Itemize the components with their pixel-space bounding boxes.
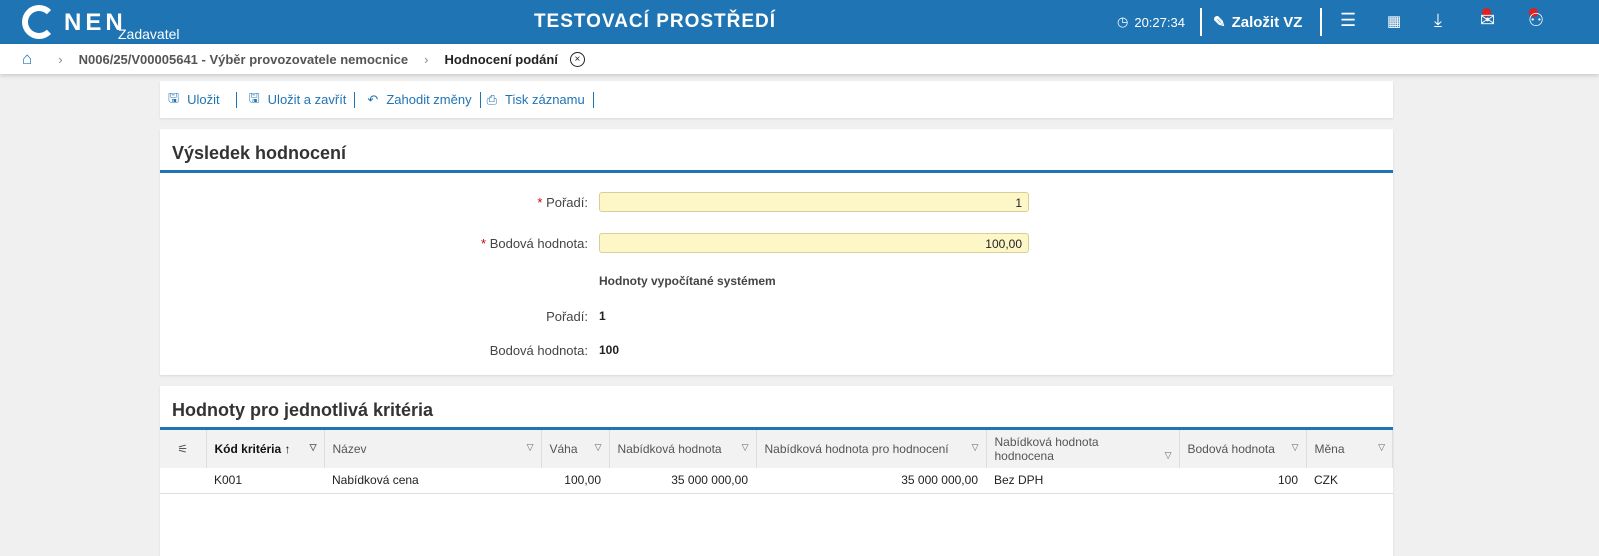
cell-currency: CZK — [1306, 468, 1393, 494]
filter-icon[interactable]: ▽ — [1164, 450, 1172, 460]
environment-title: TESTOVACÍ PROSTŘEDÍ — [533, 11, 777, 32]
calendar-icon[interactable]: ▦ — [1387, 13, 1402, 30]
home-icon[interactable]: ⌂ — [22, 49, 33, 68]
save-icon: 🖫 — [168, 89, 180, 105]
role-label: Zadavatel — [118, 26, 180, 42]
sys-poradi-label: Pořadí: — [546, 309, 588, 324]
clock-icon: ◷ — [1117, 14, 1129, 29]
sys-bodova-value: 100 — [599, 343, 620, 357]
save-icon: 🖫 — [248, 89, 260, 105]
mail-icon[interactable]: ✉ — [1480, 10, 1496, 30]
divider — [1320, 8, 1322, 36]
poradi-label: * Pořadí: — [537, 195, 588, 210]
filter-icon[interactable]: ▽ — [1291, 442, 1299, 452]
filter-icon[interactable]: ▽ — [971, 442, 979, 452]
menu-icon[interactable]: ☰ — [1340, 10, 1357, 30]
chevron-right-icon: › — [424, 51, 429, 67]
section-title: Výsledek hodnocení — [160, 129, 1393, 173]
poradi-input[interactable]: 1 — [599, 192, 1029, 212]
print-icon: ⎙ — [486, 91, 497, 107]
create-vz-button[interactable]: ✎ Založit VZ — [1213, 0, 1302, 44]
cell-offer-value: 35 000 000,00 — [609, 468, 756, 494]
notification-dot — [1529, 8, 1538, 17]
column-header[interactable]: Měna ▽ — [1306, 430, 1393, 468]
cell-offer-value-eval: 35 000 000,00 — [756, 468, 986, 494]
print-button[interactable]: Tisk záznamu — [505, 92, 585, 107]
result-section: Výsledek hodnocení * Pořadí: 1 * Bodová … — [160, 129, 1393, 375]
criteria-table: ⚟ Kód kritéria ↑ ▽ Název ▽ Váha ▽ Nabídková… — [160, 430, 1393, 494]
toolbar: 🖫 Uložit 🖫 Uložit a zavřít ↶ Zahodit změny … — [160, 81, 1393, 118]
bodova-input[interactable]: 100,00 — [599, 233, 1029, 253]
edit-icon: ✎ — [1213, 14, 1226, 31]
sys-poradi-value: 1 — [599, 309, 606, 323]
table-row[interactable]: K001 Nabídková cena 100,00 35 000 000,00… — [160, 468, 1393, 494]
system-values-title: Hodnoty vypočítané systémem — [599, 274, 776, 288]
filter-icon[interactable]: ▽ — [526, 442, 534, 452]
discard-button[interactable]: Zahodit změny — [386, 92, 472, 107]
sort-asc-icon[interactable]: ↑ — [284, 442, 291, 456]
column-header[interactable]: Kód kritéria ↑ ▽ — [206, 430, 325, 468]
column-header[interactable]: Nabídková hodnota pro hodnocení ▽ — [756, 430, 987, 468]
column-header[interactable]: Nabídková hodnota hodnocena ▽ — [986, 430, 1180, 468]
cell-code: K001 — [206, 468, 324, 494]
filter-icon[interactable]: ▽ — [309, 442, 317, 452]
divider — [1200, 8, 1202, 36]
nen-logo-icon[interactable] — [22, 5, 56, 39]
filter-icon[interactable]: ▽ — [1378, 442, 1385, 452]
notification-dot — [1482, 8, 1491, 17]
chevron-right-icon: › — [58, 51, 63, 67]
filter-icon[interactable]: ▽ — [594, 442, 602, 452]
user-icon[interactable]: ⚇ — [1528, 10, 1545, 30]
top-bar: NEN Zadavatel TESTOVACÍ PROSTŘEDÍ ◷ 20:27… — [0, 0, 1599, 44]
save-close-button[interactable]: Uložit a zavřít — [267, 92, 347, 107]
cell-points: 100 — [1179, 468, 1306, 494]
cell-weight: 100,00 — [541, 468, 609, 494]
bodova-label: * Bodová hodnota: — [481, 236, 588, 251]
column-header[interactable]: Bodová hodnota ▽ — [1179, 430, 1307, 468]
section-title: Hodnoty pro jednotlivá kritéria — [160, 386, 1393, 430]
cell-name: Nabídková cena — [324, 468, 541, 494]
criteria-section: Hodnoty pro jednotlivá kritéria ⚟ Kód kr… — [160, 386, 1393, 556]
download-icon[interactable]: ⤓ — [1434, 10, 1442, 30]
logo-text: NEN — [64, 9, 127, 36]
column-header[interactable]: Nabídková hodnota ▽ — [609, 430, 757, 468]
cell-evaluated: Bez DPH — [986, 468, 1179, 494]
filter-icon[interactable]: ▽ — [741, 442, 749, 452]
column-header[interactable]: Název ▽ — [324, 430, 542, 468]
undo-icon: ↶ — [367, 91, 379, 107]
breadcrumb-item-tender[interactable]: N006/25/V00005641 - Výběr provozovatele … — [78, 51, 409, 67]
breadcrumb-item-current: Hodnocení podání — [444, 51, 558, 67]
create-vz-label: Založit VZ — [1231, 13, 1303, 31]
column-settings-icon[interactable]: ⚟ — [160, 430, 207, 468]
breadcrumb: ⌂ › N006/25/V00005641 - Výběr provozovat… — [0, 44, 1599, 74]
save-button[interactable]: Uložit — [187, 92, 220, 107]
close-tab-icon[interactable]: × — [569, 51, 585, 67]
time: 20:27:34 — [1134, 14, 1185, 30]
session-timer: ◷ 20:27:34 — [1117, 0, 1185, 44]
column-header[interactable]: Váha ▽ — [541, 430, 610, 468]
sys-bodova-label: Bodová hodnota: — [489, 343, 588, 358]
